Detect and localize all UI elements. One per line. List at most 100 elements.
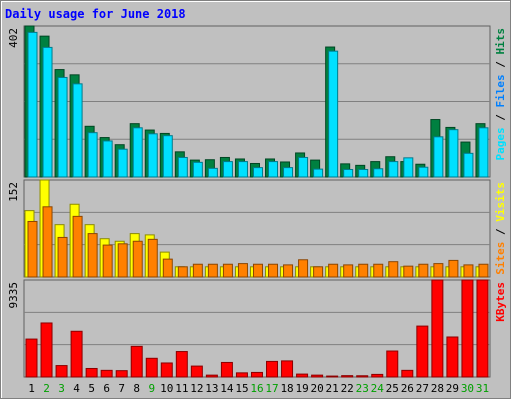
y-axis-max-label: 152: [7, 182, 20, 202]
bar-files-10: [162, 135, 173, 178]
chart-title: Daily usage for June 2018: [5, 7, 186, 21]
bar-sites-28: [433, 263, 444, 278]
bar-sites-15: [237, 263, 248, 278]
bar-kbytes-3: [55, 365, 68, 378]
panel-plot-area: [23, 279, 491, 378]
x-tick-label-27: 27: [416, 382, 429, 395]
bar-sites-10: [162, 258, 173, 278]
x-tick-label-24: 24: [371, 382, 385, 395]
x-tick-label-22: 22: [341, 382, 354, 395]
bar-files-23: [358, 168, 369, 178]
bar-files-5: [87, 132, 98, 178]
bar-kbytes-28: [431, 279, 444, 378]
bar-sites-29: [448, 259, 459, 278]
legend: Pages / Files / Hits: [494, 28, 507, 161]
x-tick-label-26: 26: [401, 382, 414, 395]
bar-files-15: [237, 161, 248, 178]
bar-files-22: [343, 168, 354, 178]
x-tick-label-9: 9: [148, 382, 155, 395]
bar-files-3: [57, 76, 68, 178]
x-tick-label-19: 19: [295, 382, 308, 395]
bar-kbytes-9: [145, 357, 158, 378]
bar-kbytes-17: [266, 360, 279, 378]
bar-files-29: [448, 129, 459, 178]
bar-sites-8: [132, 240, 143, 278]
x-tick-label-23: 23: [356, 382, 369, 395]
y-axis-max-label: 402: [7, 28, 20, 48]
bar-kbytes-26: [401, 369, 414, 378]
bar-sites-13: [207, 263, 218, 278]
bar-kbytes-16: [250, 371, 263, 378]
bar-files-24: [373, 168, 384, 178]
panel-kbytes: 9335 KBytes: [7, 279, 507, 378]
x-tick-label-11: 11: [175, 382, 188, 395]
bar-kbytes-24: [371, 373, 384, 378]
legend: Sites / Visits: [494, 182, 507, 275]
bar-files-8: [132, 127, 143, 178]
bar-sites-11: [177, 266, 188, 278]
bar-kbytes-13: [205, 374, 218, 378]
legend-entry: /: [494, 108, 507, 128]
x-tick-label-6: 6: [103, 382, 110, 395]
bar-kbytes-20: [311, 374, 324, 378]
bar-sites-16: [252, 263, 263, 278]
bar-files-30: [463, 152, 474, 178]
panel-hits-files-pages: 402 Pages / Files / Hits: [7, 25, 507, 178]
bar-sites-27: [418, 263, 429, 278]
legend-entry: Visits: [494, 182, 507, 222]
bar-kbytes-8: [130, 345, 143, 378]
x-tick-label-7: 7: [118, 382, 125, 395]
x-tick-label-15: 15: [235, 382, 248, 395]
bar-sites-17: [268, 263, 279, 278]
legend-entry: Hits: [494, 28, 507, 55]
bar-sites-24: [373, 263, 384, 278]
bar-kbytes-10: [160, 362, 173, 378]
bar-files-17: [268, 161, 279, 178]
bar-files-20: [313, 168, 324, 178]
bar-files-31: [478, 127, 489, 178]
bar-sites-20: [313, 266, 324, 278]
bar-files-21: [328, 50, 339, 178]
bar-sites-21: [328, 263, 339, 278]
bar-kbytes-29: [446, 336, 459, 378]
x-tick-label-25: 25: [386, 382, 399, 395]
legend-entry: Files: [494, 74, 507, 107]
bar-sites-6: [102, 244, 113, 278]
bar-files-2: [42, 46, 53, 178]
bar-kbytes-21: [326, 375, 339, 378]
bar-kbytes-5: [85, 367, 98, 378]
x-tick-label-16: 16: [250, 382, 263, 395]
bar-sites-19: [298, 259, 309, 278]
bar-files-16: [252, 167, 263, 178]
x-tick-label-3: 3: [58, 382, 65, 395]
x-tick-label-17: 17: [265, 382, 278, 395]
bar-kbytes-25: [386, 350, 399, 378]
bar-sites-31: [478, 263, 489, 278]
bar-kbytes-15: [235, 372, 248, 378]
bar-kbytes-12: [190, 365, 203, 378]
x-tick-label-30: 30: [461, 382, 474, 395]
bar-kbytes-2: [40, 322, 53, 378]
bar-kbytes-23: [356, 375, 369, 378]
x-tick-label-21: 21: [326, 382, 339, 395]
x-tick-label-28: 28: [431, 382, 444, 395]
bar-kbytes-14: [220, 361, 233, 378]
bar-sites-2: [42, 206, 53, 278]
x-tick-label-20: 20: [311, 382, 324, 395]
bar-kbytes-1: [25, 338, 38, 378]
x-tick-label-10: 10: [160, 382, 173, 395]
panels-layer: 402 Pages / Files / Hits 152 Sites / Visits…: [7, 25, 507, 378]
legend-entry: /: [494, 55, 507, 75]
legend-entry: KBytes: [494, 282, 507, 322]
bar-sites-22: [343, 264, 354, 278]
bar-kbytes-6: [100, 369, 113, 378]
bar-kbytes-4: [70, 330, 83, 378]
bar-sites-14: [222, 263, 233, 278]
bar-files-18: [283, 167, 294, 178]
bar-files-11: [177, 156, 188, 178]
bar-sites-12: [192, 263, 203, 278]
x-tick-label-18: 18: [280, 382, 293, 395]
bar-sites-3: [57, 236, 68, 278]
bar-sites-23: [358, 263, 369, 278]
